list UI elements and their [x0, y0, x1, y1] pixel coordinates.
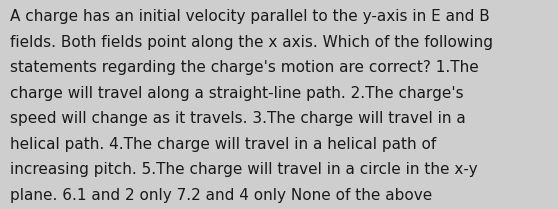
Text: A charge has an initial velocity parallel to the y-axis in E and B: A charge has an initial velocity paralle…: [10, 9, 490, 24]
Text: speed will change as it travels. 3.The charge will travel in a: speed will change as it travels. 3.The c…: [10, 111, 466, 126]
Text: statements regarding the charge's motion are correct? 1.The: statements regarding the charge's motion…: [10, 60, 479, 75]
Text: increasing pitch. 5.The charge will travel in a circle in the x-y: increasing pitch. 5.The charge will trav…: [10, 162, 478, 177]
Text: plane. 6.1 and 2 only 7.2 and 4 only None of the above: plane. 6.1 and 2 only 7.2 and 4 only Non…: [10, 188, 432, 203]
Text: helical path. 4.The charge will travel in a helical path of: helical path. 4.The charge will travel i…: [10, 137, 436, 152]
Text: charge will travel along a straight-line path. 2.The charge's: charge will travel along a straight-line…: [10, 86, 464, 101]
Text: fields. Both fields point along the x axis. Which of the following: fields. Both fields point along the x ax…: [10, 35, 493, 50]
